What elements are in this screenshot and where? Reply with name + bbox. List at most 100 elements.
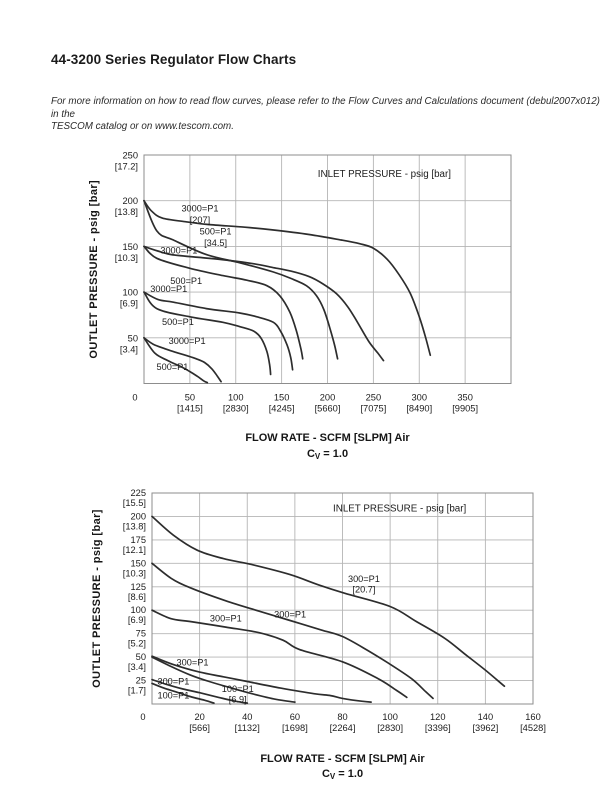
y-axis-title: OUTLET PRESSURE - psig [bar] xyxy=(91,509,103,688)
curve-label-set200-inlet300: 300=P1 xyxy=(348,574,380,584)
curve-label-set50-inlet3000: 3000=P1 xyxy=(169,336,206,346)
intro-note: For more information on how to read flow… xyxy=(51,96,607,134)
y-tick-label: 75 xyxy=(136,629,146,639)
x-tick-label: 300 xyxy=(411,393,427,403)
y-tick-bracket: [15.5] xyxy=(123,498,146,508)
x-tick-label: 50 xyxy=(185,393,195,403)
x-axis-title: FLOW RATE - SCFM [SLPM] Air xyxy=(245,432,410,444)
curve-set100-inlet300 xyxy=(151,609,408,699)
y-tick-label: 25 xyxy=(136,676,146,686)
x-tick-bracket: [3962] xyxy=(472,723,498,733)
x-tick-bracket: [1415] xyxy=(177,404,203,414)
curve-label-set200-inlet3000: 3000=P1 xyxy=(181,204,218,214)
cv-label: CV = 1.0 xyxy=(307,448,348,461)
inlet-pressure-label: INLET PRESSURE - psig [bar] xyxy=(318,169,451,180)
curve-set50-inlet3000 xyxy=(143,336,222,383)
curve-label-set150-inlet500: 500=P1 xyxy=(170,276,202,286)
curve-set200-inlet300 xyxy=(151,515,506,688)
curve-set200-inlet500 xyxy=(143,199,339,360)
curve-set100-inlet3000 xyxy=(143,291,294,371)
curve-set25-inlet100 xyxy=(151,682,215,704)
curve-label-set150-inlet3000: 3000=P1 xyxy=(160,246,197,256)
y-tick-bracket: [1.7] xyxy=(128,686,146,696)
x-tick-label: 100 xyxy=(382,712,398,722)
x-tick-label: 120 xyxy=(430,712,446,722)
curve-label-set200-inlet300: [20.7] xyxy=(352,585,375,595)
y-tick-bracket: [3.4] xyxy=(120,344,138,354)
plot-frame xyxy=(143,154,512,384)
x-tick-bracket: [5660] xyxy=(315,404,341,414)
cv-label: CV = 1.0 xyxy=(322,768,363,781)
y-tick-bracket: [6.9] xyxy=(120,299,138,309)
curve-set50-inlet300 xyxy=(151,655,372,703)
x-tick-label: 100 xyxy=(228,393,244,403)
x-tick-bracket: [2264] xyxy=(330,723,356,733)
y-tick-label: 200 xyxy=(122,196,138,206)
y-tick-label: 150 xyxy=(130,558,146,568)
x-tick-label: 0 xyxy=(132,393,137,403)
y-tick-label: 225 xyxy=(130,488,146,498)
y-tick-label: 150 xyxy=(122,242,138,252)
y-tick-label: 50 xyxy=(136,652,146,662)
x-tick-bracket: [2830] xyxy=(377,723,403,733)
x-axis-title: FLOW RATE - SCFM [SLPM] Air xyxy=(260,753,425,765)
curve-label-set25-inlet300: 300=P1 xyxy=(157,676,189,686)
y-tick-bracket: [17.2] xyxy=(115,162,138,172)
x-tick-bracket: [4528] xyxy=(520,723,546,733)
x-tick-label: 40 xyxy=(242,712,252,722)
y-tick-bracket: [12.1] xyxy=(123,545,146,555)
curve-set50-inlet100 xyxy=(151,656,296,703)
y-tick-bracket: [13.8] xyxy=(123,521,146,531)
x-tick-bracket: [7075] xyxy=(360,404,386,414)
y-tick-bracket: [8.6] xyxy=(128,592,146,602)
y-tick-label: 200 xyxy=(130,511,146,521)
y-tick-bracket: [10.3] xyxy=(123,568,146,578)
curve-label-set25-inlet100: 100=P1 xyxy=(157,690,189,700)
curve-set200-inlet3000 xyxy=(143,199,432,357)
x-tick-label: 150 xyxy=(274,393,290,403)
x-tick-label: 140 xyxy=(478,712,494,722)
x-tick-label: 80 xyxy=(337,712,347,722)
flow-chart-2: 0 20[566]40[1132]60[1698]80[2264]100[2830… xyxy=(91,488,546,781)
y-tick-label: 175 xyxy=(130,535,146,545)
plot-frame xyxy=(151,492,534,705)
inlet-pressure-label: INLET PRESSURE - psig [bar] xyxy=(333,504,466,515)
x-tick-bracket: [9905] xyxy=(452,404,478,414)
y-tick-label: 100 xyxy=(130,605,146,615)
x-tick-bracket: [1698] xyxy=(282,723,308,733)
x-tick-label: 160 xyxy=(525,712,541,722)
x-tick-bracket: [2830] xyxy=(223,404,249,414)
y-tick-label: 50 xyxy=(128,333,138,343)
x-tick-label: 20 xyxy=(194,712,204,722)
curve-label-set200-inlet3000: [207] xyxy=(190,215,210,225)
x-tick-bracket: [8490] xyxy=(406,404,432,414)
curve-set100-inlet500 xyxy=(143,291,272,376)
x-tick-label: 60 xyxy=(290,712,300,722)
intro-note-line-1: For more information on how to read flow… xyxy=(51,96,600,120)
curve-label-set50-inlet100: 100=P1 xyxy=(222,684,254,694)
curve-label-set200-inlet500: [34.5] xyxy=(204,238,227,248)
x-tick-bracket: [1132] xyxy=(235,723,260,733)
y-tick-bracket: [5.2] xyxy=(128,639,146,649)
curve-label-set150-inlet300: 300=P1 xyxy=(274,610,306,620)
y-tick-label: 125 xyxy=(130,582,146,592)
curve-label-set50-inlet300: 300=P1 xyxy=(177,658,209,668)
curve-label-set200-inlet500: 500=P1 xyxy=(200,227,232,237)
x-tick-label: 0 xyxy=(140,712,145,722)
x-tick-bracket: [4245] xyxy=(269,404,295,414)
intro-note-line-2: TESCOM catalog or on www.tescom.com. xyxy=(51,121,234,133)
curve-set50-inlet500 xyxy=(143,336,209,384)
y-tick-bracket: [6.9] xyxy=(128,615,146,625)
y-tick-bracket: [3.4] xyxy=(128,662,146,672)
y-tick-label: 250 xyxy=(122,151,138,161)
curve-label-set50-inlet500: 500=P1 xyxy=(156,362,188,372)
y-axis-title: OUTLET PRESSURE - psig [bar] xyxy=(88,180,100,359)
curve-set150-inlet300 xyxy=(151,562,434,700)
flow-chart-1: 0 50[1415]100[2830]150[4245]200[5660]250[… xyxy=(88,151,512,461)
curve-label-set100-inlet300: 300=P1 xyxy=(210,613,242,623)
x-tick-bracket: [566] xyxy=(189,723,210,733)
curve-label-set100-inlet500: 500=P1 xyxy=(162,317,194,327)
x-tick-label: 350 xyxy=(457,393,473,403)
